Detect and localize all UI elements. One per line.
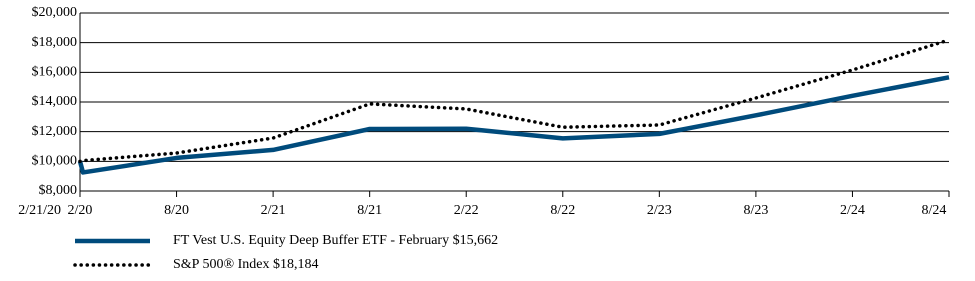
y-tick-label: $10,000	[32, 154, 78, 169]
y-tick-label: $20,000	[32, 5, 78, 20]
x-tick-label: 2/21/20	[18, 203, 61, 218]
y-tick-label: $12,000	[32, 124, 78, 139]
x-tick-label: 2/22	[454, 203, 479, 218]
x-tick-label: 8/21	[357, 203, 382, 218]
series-line	[77, 75, 950, 175]
y-tick-label: $18,000	[32, 35, 78, 50]
x-tick-label: 8/23	[743, 203, 768, 218]
x-tick-label: 2/23	[647, 203, 672, 218]
y-tick-label: $8,000	[39, 183, 78, 198]
x-tick-label: 8/24	[922, 203, 947, 218]
legend-label: S&P 500® Index $18,184	[173, 257, 318, 272]
y-tick-label: $16,000	[32, 65, 78, 80]
x-tick-label: 8/20	[164, 203, 189, 218]
legend-label: FT Vest U.S. Equity Deep Buffer ETF - Fe…	[173, 233, 498, 248]
x-tick-label: 8/22	[550, 203, 575, 218]
series-line	[78, 38, 951, 164]
x-tick-label: 2/24	[840, 203, 865, 218]
y-tick-label: $14,000	[32, 94, 78, 109]
x-tick-label: 2/21	[261, 203, 286, 218]
x-tick-label: 2/20	[68, 203, 93, 218]
